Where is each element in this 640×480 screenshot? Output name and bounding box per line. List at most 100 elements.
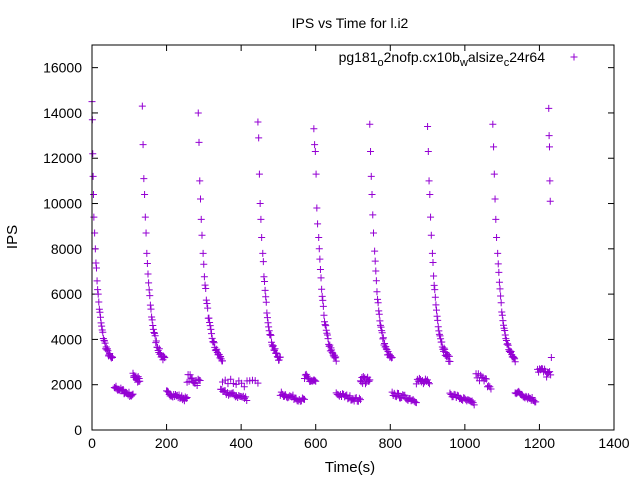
data-point xyxy=(546,368,554,376)
y-tick-label: 14000 xyxy=(43,105,82,121)
data-point xyxy=(276,353,284,361)
data-point xyxy=(227,375,235,383)
data-point xyxy=(332,353,340,361)
data-point xyxy=(182,395,190,403)
data-point xyxy=(261,277,269,285)
data-point xyxy=(254,379,262,387)
data-point xyxy=(378,329,386,337)
data-point xyxy=(215,351,223,359)
data-point xyxy=(163,387,171,395)
data-point xyxy=(262,293,270,301)
data-point xyxy=(213,345,221,353)
data-point xyxy=(207,325,215,333)
data-point xyxy=(265,323,273,331)
data-point xyxy=(263,309,271,317)
data-point xyxy=(430,281,438,289)
data-point xyxy=(507,347,515,355)
data-point xyxy=(381,339,389,347)
data-point xyxy=(323,329,331,337)
data-point xyxy=(202,296,210,304)
x-tick-label: 1200 xyxy=(524,435,555,451)
data-point xyxy=(375,310,383,318)
data-point xyxy=(545,143,553,151)
y-axis-label: IPS xyxy=(4,225,21,249)
data-point xyxy=(491,195,499,203)
data-point xyxy=(149,325,157,333)
data-point xyxy=(302,370,310,378)
data-point xyxy=(193,381,201,389)
y-axis: 0 2000 4000 6000 8000 10000 12000 14000 16000 xyxy=(43,60,614,438)
data-point xyxy=(315,234,323,241)
data-point xyxy=(311,141,319,149)
data-point xyxy=(95,305,103,313)
data-point xyxy=(196,177,204,185)
data-point xyxy=(141,190,149,198)
data-point xyxy=(310,376,318,384)
y-tick-label: 4000 xyxy=(51,331,82,347)
data-point xyxy=(206,319,214,327)
data-point xyxy=(154,343,162,351)
data-point xyxy=(96,308,104,316)
data-point xyxy=(492,215,500,223)
data-point xyxy=(194,109,202,117)
data-point xyxy=(498,308,506,316)
legend-subscript: c xyxy=(504,57,510,69)
data-point xyxy=(203,299,211,307)
data-point xyxy=(547,371,555,379)
data-point xyxy=(301,395,309,403)
data-point xyxy=(152,337,160,345)
data-point xyxy=(128,391,136,399)
data-point xyxy=(377,323,385,331)
data-point xyxy=(433,312,441,320)
data-point xyxy=(511,355,519,363)
data-point xyxy=(376,317,384,325)
data-point xyxy=(435,327,443,335)
data-point xyxy=(144,270,152,278)
data-point xyxy=(269,342,277,350)
data-point xyxy=(440,344,448,352)
x-tick-label: 0 xyxy=(88,435,96,451)
data-point xyxy=(146,301,154,309)
legend-label: pg181o2nofp.cx10bwalsizec24r64 xyxy=(339,49,546,69)
data-point xyxy=(446,357,454,365)
data-point xyxy=(206,322,214,330)
data-point xyxy=(319,302,327,310)
data-point xyxy=(102,343,110,351)
data-point xyxy=(545,104,553,112)
data-point xyxy=(314,220,322,228)
data-point xyxy=(506,347,514,355)
data-point xyxy=(430,272,438,280)
data-point xyxy=(325,342,333,350)
data-point xyxy=(367,147,375,155)
y-tick-label: 2000 xyxy=(51,377,82,393)
data-point xyxy=(444,351,452,359)
y-tick-label: 8000 xyxy=(51,241,82,257)
data-point xyxy=(368,190,376,198)
data-point xyxy=(197,195,205,203)
x-axis: 0 200 400 600 800 1000 1200 1400 xyxy=(88,45,630,451)
data-point xyxy=(151,332,159,340)
data-point xyxy=(426,190,434,198)
data-point xyxy=(372,277,380,285)
data-point xyxy=(272,349,280,357)
data-point xyxy=(109,353,117,361)
data-point xyxy=(494,260,502,268)
data-point xyxy=(490,143,498,151)
data-point xyxy=(242,393,250,401)
data-point xyxy=(365,377,373,385)
data-point xyxy=(356,396,364,404)
data-point xyxy=(497,292,505,300)
x-tick-label: 800 xyxy=(379,435,403,451)
data-point xyxy=(219,357,226,365)
data-point xyxy=(387,353,395,361)
data-point xyxy=(530,397,538,405)
data-point xyxy=(147,305,155,313)
data-point xyxy=(487,385,495,393)
data-point xyxy=(318,285,326,293)
data-point xyxy=(324,335,332,343)
data-point xyxy=(372,267,380,275)
data-point xyxy=(496,285,504,293)
data-point xyxy=(160,353,168,361)
data-point xyxy=(196,377,204,385)
data-point xyxy=(265,327,273,335)
